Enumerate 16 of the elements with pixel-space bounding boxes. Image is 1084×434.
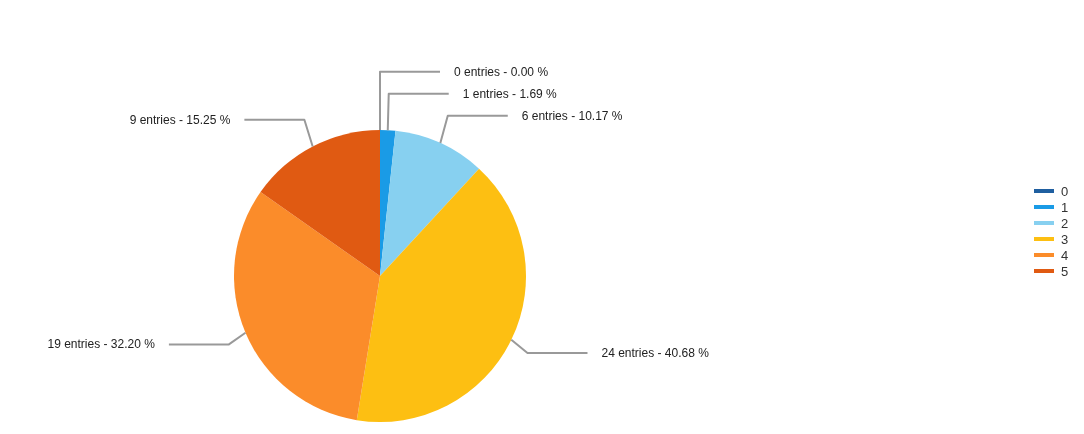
legend-label: 4 xyxy=(1061,248,1069,263)
legend-label: 5 xyxy=(1061,264,1069,279)
legend-label: 0 xyxy=(1061,184,1069,199)
legend-label: 3 xyxy=(1061,232,1069,247)
data-label: 24 entries - 40.68 % xyxy=(601,345,710,360)
data-label: 1 entries - 1.69 % xyxy=(462,86,558,101)
data-label: 6 entries - 10.17 % xyxy=(521,108,623,123)
data-label: 19 entries - 32.20 % xyxy=(47,337,156,352)
pie-slice xyxy=(380,130,480,276)
pie-slice xyxy=(234,192,380,421)
text: 0 entries - 0.00 % xyxy=(454,64,549,79)
pie-slice xyxy=(260,130,380,276)
pie-slice xyxy=(356,168,526,422)
data-label: 9 entries - 15.25 % xyxy=(129,112,231,127)
legend-label: 2 xyxy=(1061,216,1069,231)
legend-label: 1 xyxy=(1061,200,1069,215)
